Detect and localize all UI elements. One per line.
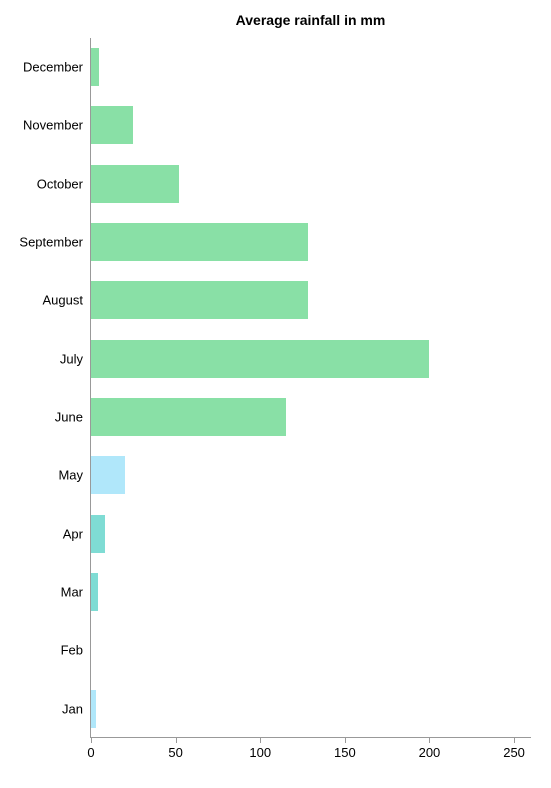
y-axis-label: December: [23, 60, 91, 75]
bar: [91, 48, 99, 86]
bar-row: September: [91, 213, 531, 271]
bar: [91, 340, 429, 378]
x-axis-label: 200: [419, 737, 441, 760]
bar: [91, 223, 308, 261]
bar-row: Feb: [91, 621, 531, 679]
bar: [91, 106, 133, 144]
bar-row: Apr: [91, 505, 531, 563]
x-axis-label: 0: [87, 737, 94, 760]
bar-row: December: [91, 38, 531, 96]
bar-row: May: [91, 446, 531, 504]
bar: [91, 456, 125, 494]
y-axis-label: Feb: [61, 643, 91, 658]
y-axis-label: July: [60, 351, 91, 366]
bar-row: June: [91, 388, 531, 446]
y-axis-label: Jan: [62, 701, 91, 716]
x-axis-label: 250: [503, 737, 525, 760]
y-axis-label: September: [19, 235, 91, 250]
y-axis-label: June: [55, 410, 91, 425]
y-axis-label: Apr: [63, 526, 91, 541]
bar: [91, 573, 98, 611]
x-axis-label: 150: [334, 737, 356, 760]
rainfall-chart: Average rainfall in mm 050100150200250De…: [0, 0, 551, 788]
bar-row: October: [91, 155, 531, 213]
y-axis-label: November: [23, 118, 91, 133]
bar: [91, 281, 308, 319]
bar-row: November: [91, 96, 531, 154]
bar-row: Mar: [91, 563, 531, 621]
bar: [91, 515, 105, 553]
bar: [91, 398, 286, 436]
chart-title: Average rainfall in mm: [90, 12, 531, 28]
bar: [91, 165, 179, 203]
plot-area: 050100150200250DecemberNovemberOctoberSe…: [90, 38, 531, 738]
bar-row: July: [91, 330, 531, 388]
x-axis-label: 50: [168, 737, 182, 760]
bar-row: August: [91, 271, 531, 329]
bar-row: Jan: [91, 680, 531, 738]
y-axis-label: October: [37, 176, 91, 191]
bar: [91, 690, 96, 728]
y-axis-label: August: [43, 293, 91, 308]
y-axis-label: May: [58, 468, 91, 483]
y-axis-label: Mar: [61, 585, 91, 600]
x-axis-label: 100: [249, 737, 271, 760]
